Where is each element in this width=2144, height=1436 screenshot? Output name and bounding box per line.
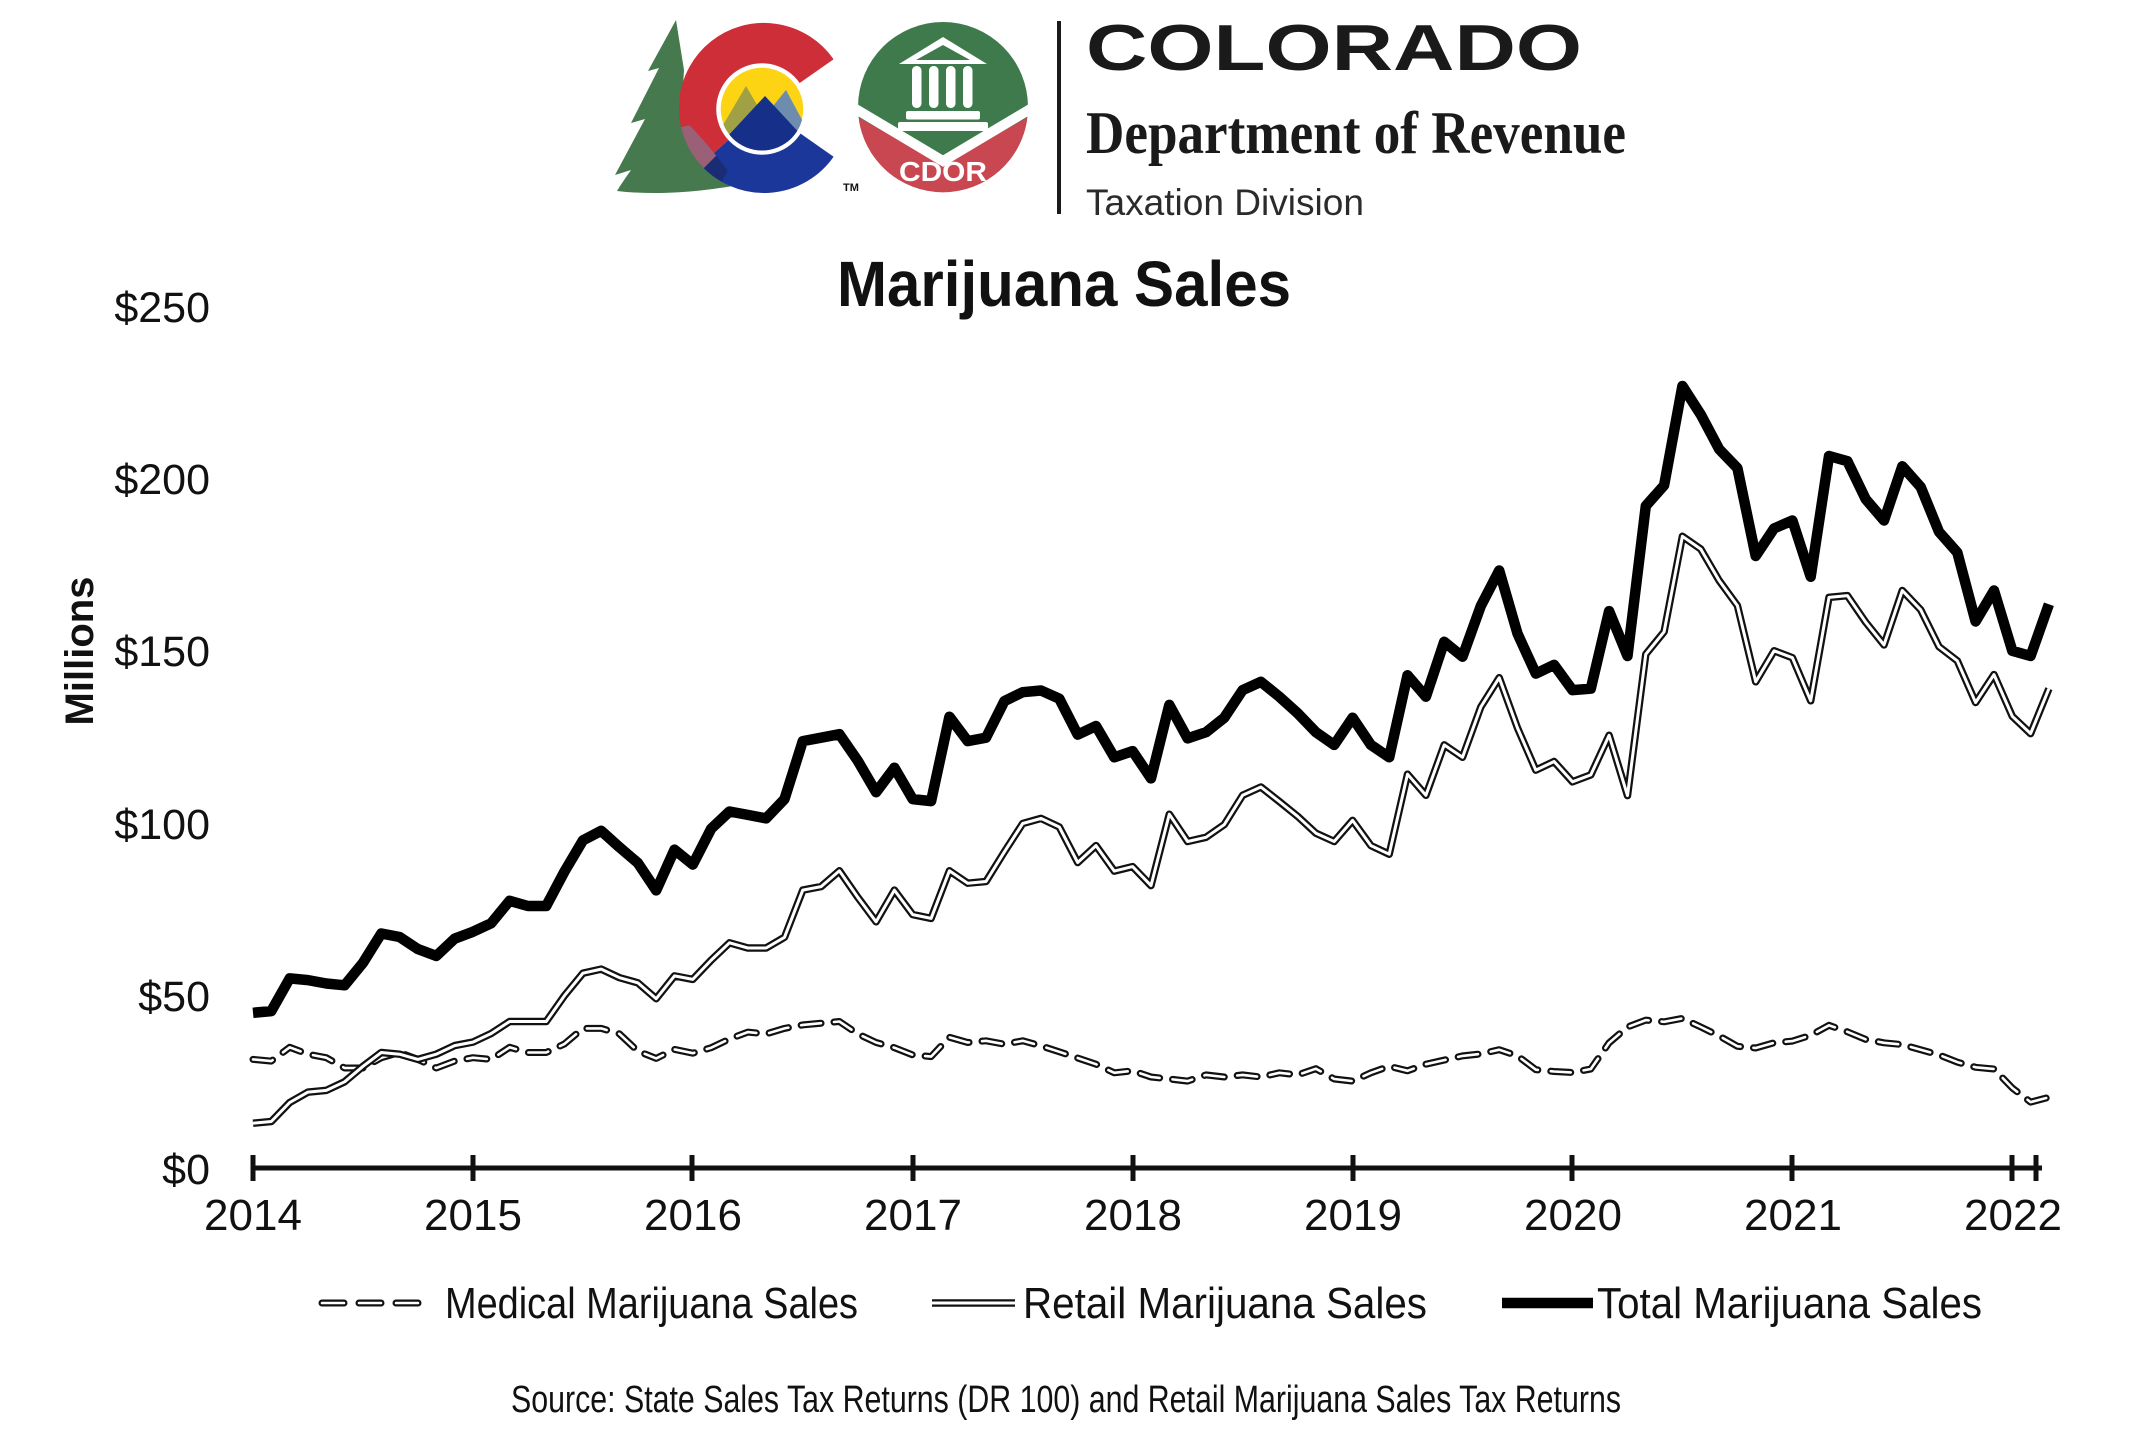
svg-text:Source: State Sales Tax Return: Source: State Sales Tax Returns (DR 100)… <box>511 1379 1621 1421</box>
svg-text:2015: 2015 <box>424 1191 522 1240</box>
svg-text:Total Marijuana Sales: Total Marijuana Sales <box>1597 1279 1982 1328</box>
svg-text:2018: 2018 <box>1084 1191 1182 1240</box>
svg-text:2016: 2016 <box>644 1191 742 1240</box>
svg-text:$50: $50 <box>138 973 210 1021</box>
svg-text:2020: 2020 <box>1524 1191 1622 1240</box>
svg-text:$150: $150 <box>114 628 210 676</box>
svg-text:TM: TM <box>843 182 859 194</box>
svg-text:$200: $200 <box>114 456 210 504</box>
svg-text:Marijuana Sales: Marijuana Sales <box>837 248 1291 320</box>
svg-text:2019: 2019 <box>1304 1191 1402 1240</box>
svg-text:COLORADO: COLORADO <box>1086 11 1582 84</box>
svg-text:2022: 2022 <box>1964 1191 2062 1240</box>
svg-text:Department of Revenue: Department of Revenue <box>1086 100 1626 166</box>
svg-text:CDOR: CDOR <box>899 156 987 187</box>
svg-text:2014: 2014 <box>204 1191 302 1240</box>
svg-text:2021: 2021 <box>1744 1191 1842 1240</box>
svg-text:Retail Marijuana Sales: Retail Marijuana Sales <box>1023 1279 1427 1328</box>
svg-text:Millions: Millions <box>58 577 102 726</box>
svg-text:Medical Marijuana Sales: Medical Marijuana Sales <box>445 1279 858 1328</box>
svg-text:$100: $100 <box>114 801 210 849</box>
svg-text:$0: $0 <box>162 1146 210 1194</box>
svg-text:$250: $250 <box>114 284 210 332</box>
svg-text:Taxation Division: Taxation Division <box>1086 182 1364 223</box>
svg-text:2017: 2017 <box>864 1191 962 1240</box>
